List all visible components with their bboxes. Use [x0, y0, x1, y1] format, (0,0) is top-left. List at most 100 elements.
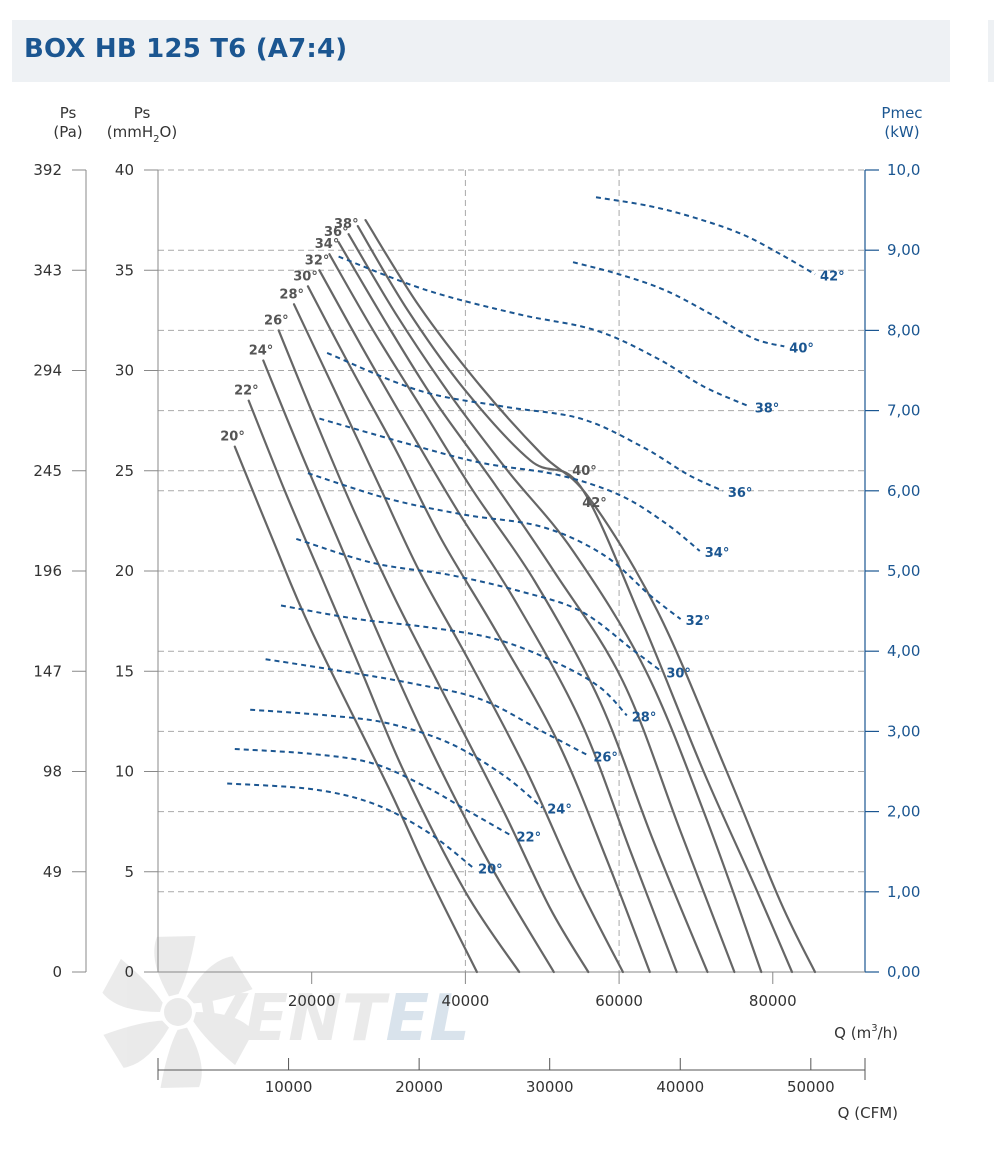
pressure-curve-label: 22°	[234, 384, 259, 399]
kw-axis-title-2: (kW)	[884, 123, 919, 141]
title-bar-edge	[988, 20, 994, 82]
pressure-curve-label: 24°	[249, 343, 274, 358]
x-tick-label: 40000	[442, 992, 490, 1010]
pressure-curve-38deg	[347, 233, 763, 974]
power-curve-label: 24°	[547, 803, 572, 818]
pressure-curve-label: 26°	[264, 313, 289, 328]
power-curve-label: 28°	[632, 710, 657, 725]
axes: 0499814719624529434339205101520253035400…	[33, 161, 920, 1096]
pressure-curve-30deg	[306, 285, 651, 974]
pressure-curve-label: 32°	[305, 253, 330, 268]
mm-tick-label: 35	[115, 261, 134, 279]
pressure-curve-40deg	[356, 225, 794, 974]
fan-blade	[154, 935, 196, 997]
pressure-curve-label: 30°	[293, 269, 318, 284]
pressure-curve-label: 20°	[220, 430, 245, 445]
kw-tick-label: 4,00	[887, 642, 920, 660]
cfm-tick-label: 40000	[656, 1078, 704, 1096]
cfm-tick-label: 10000	[265, 1078, 313, 1096]
cfm-axis-title: Q (CFM)	[838, 1104, 898, 1122]
pressure-curve-26deg	[277, 329, 590, 974]
power-curve-label: 38°	[755, 402, 780, 417]
pressure-curve-36deg	[337, 241, 736, 974]
x-tick-label: 80000	[749, 992, 797, 1010]
mm-tick-label: 15	[115, 662, 134, 680]
power-curve-38deg	[338, 255, 751, 408]
page-title: BOX HB 125 T6 (A7:4)	[24, 34, 348, 64]
pressure-curve-32deg	[318, 269, 678, 974]
power-curve-label: 40°	[789, 341, 814, 356]
kw-tick-label: 6,00	[887, 482, 920, 500]
pa-tick-label: 147	[33, 662, 62, 680]
pressure-curve-20deg	[233, 445, 478, 974]
pressure-curve-label: 40°	[572, 464, 597, 479]
cfm-tick-label: 50000	[787, 1078, 835, 1096]
watermark-text-accent: EL	[385, 982, 470, 1056]
curve-labels: 20°22°24°26°28°30°32°34°36°38°40°42°20°2…	[220, 217, 844, 878]
pa-tick-label: 343	[33, 261, 62, 279]
pressure-curve-24deg	[262, 359, 555, 974]
power-curve-label: 34°	[705, 546, 730, 561]
fan-blade	[187, 956, 253, 1004]
power-curve-32deg	[307, 472, 682, 620]
pa-tick-label: 294	[33, 362, 62, 380]
fan-blade	[160, 1027, 202, 1089]
power-curve-label: 42°	[820, 269, 845, 284]
power-curve-36deg	[326, 351, 724, 492]
kw-tick-label: 9,00	[887, 241, 920, 259]
mm-axis-title-sub: 2	[153, 134, 159, 145]
mm-axis-title-main: (mmH	[107, 123, 153, 141]
pressure-curves	[233, 219, 817, 974]
kw-tick-label: 2,00	[887, 803, 920, 821]
pressure-curve-34deg	[328, 253, 709, 974]
mm-tick-label: 20	[115, 562, 134, 580]
fan-icon	[102, 935, 254, 1089]
mm-tick-label: 25	[115, 462, 134, 480]
pa-tick-label: 0	[52, 963, 62, 981]
x-tick-label: 20000	[288, 992, 336, 1010]
power-curve-label: 26°	[593, 750, 618, 765]
kw-tick-label: 5,00	[887, 562, 920, 580]
mm-axis-title-2: (mmH2O)	[107, 123, 177, 145]
kw-tick-label: 3,00	[887, 722, 920, 740]
title-bar: BOX HB 125 T6 (A7:4)	[12, 20, 950, 82]
power-curve-label: 36°	[728, 486, 753, 501]
x-axis-title: Q (m3/h)	[834, 1023, 898, 1042]
cfm-tick-label: 20000	[395, 1078, 443, 1096]
svg-text:VENTEL: VENTEL	[195, 982, 470, 1056]
pa-tick-label: 49	[43, 863, 62, 881]
mm-tick-label: 30	[115, 362, 134, 380]
mm-tick-label: 5	[124, 863, 134, 881]
fan-blade	[193, 1012, 254, 1066]
kw-tick-label: 10,0	[887, 161, 920, 179]
x-axis-title-sup: 3	[871, 1023, 877, 1034]
pa-axis-title-1: Ps	[60, 104, 77, 122]
power-curve-34deg	[319, 417, 701, 552]
mm-tick-label: 0	[124, 963, 134, 981]
power-curve-26deg	[265, 658, 589, 757]
power-curve-label: 30°	[666, 666, 691, 681]
pa-tick-label: 392	[33, 161, 62, 179]
power-curve-28deg	[280, 604, 628, 717]
mm-axis-title-1: Ps	[134, 104, 151, 122]
kw-tick-label: 8,00	[887, 321, 920, 339]
power-curve-20deg	[227, 782, 474, 869]
mm-tick-label: 10	[115, 763, 134, 781]
pressure-curve-22deg	[247, 399, 521, 974]
mm-tick-label: 40	[115, 161, 134, 179]
power-curve-30deg	[296, 537, 663, 673]
kw-tick-label: 7,00	[887, 402, 920, 420]
kw-tick-label: 0,00	[887, 963, 920, 981]
pa-tick-label: 196	[33, 562, 62, 580]
pa-axis-title-2: (Pa)	[53, 123, 82, 141]
pressure-curve-label: 28°	[279, 287, 304, 302]
cfm-tick-label: 30000	[526, 1078, 574, 1096]
fan-blade	[102, 958, 163, 1012]
mm-axis-title-end: O)	[160, 123, 178, 141]
ventel-watermark: VENTEL	[102, 935, 470, 1089]
fan-hub	[164, 998, 192, 1026]
power-curve-label: 22°	[517, 831, 542, 846]
pressure-curve-28deg	[292, 303, 624, 974]
pressure-curve-label: 34°	[315, 237, 340, 252]
kw-axis-title-1: Pmec	[881, 104, 922, 122]
